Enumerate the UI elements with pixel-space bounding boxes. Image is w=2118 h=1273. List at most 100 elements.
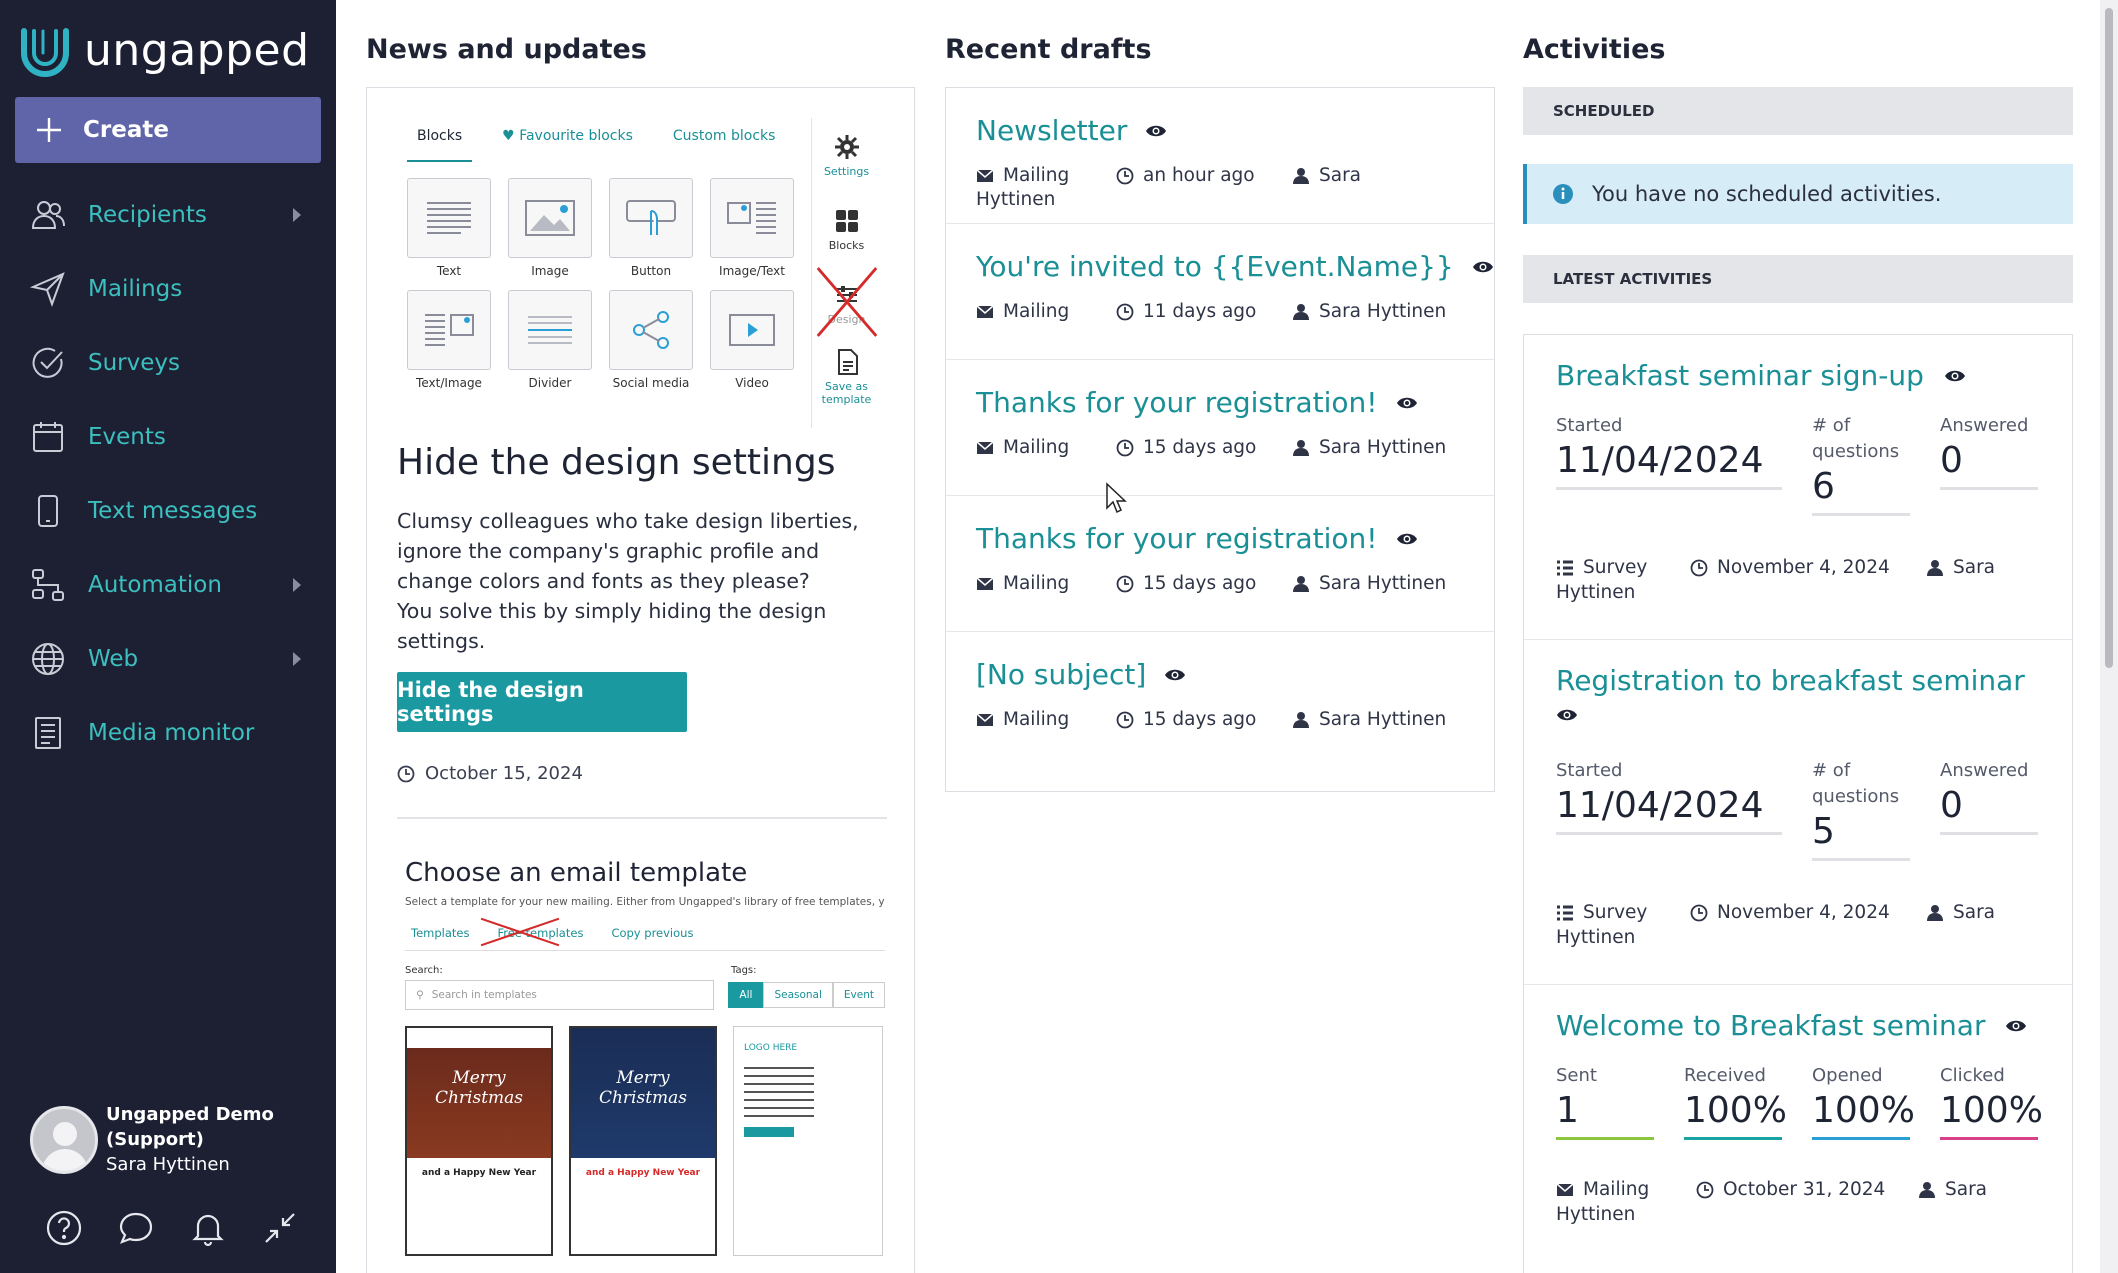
sidebar-item-label: Events xyxy=(88,424,166,450)
draft-item: Thanks for your registration! Mailing 15… xyxy=(946,360,1494,496)
editor-tabs: Blocks ♥ Favourite blocks Custom blocks xyxy=(407,118,785,162)
draft-type: Mailing xyxy=(1003,165,1070,186)
chevron-right-icon xyxy=(293,208,301,222)
collapse-icon[interactable] xyxy=(260,1208,300,1248)
draft-title-link[interactable]: Thanks for your registration! xyxy=(976,386,1378,419)
sidebar-item-recipients[interactable]: Recipients xyxy=(0,178,336,252)
eye-icon[interactable] xyxy=(1145,123,1167,139)
avatar xyxy=(30,1105,98,1174)
sidebar-item-events[interactable]: Events xyxy=(0,400,336,474)
stat-opened: Opened 100% xyxy=(1812,1063,1915,1140)
eye-icon[interactable] xyxy=(1164,667,1186,683)
latest-activities-card: Breakfast seminar sign-up Started 11/04/… xyxy=(1523,334,2073,1273)
clock-icon xyxy=(1116,303,1134,320)
draft-time: 11 days ago xyxy=(1143,301,1257,322)
draft-time: 15 days ago xyxy=(1143,437,1257,458)
eye-icon[interactable] xyxy=(1396,395,1418,411)
sidebar-item-text-messages[interactable]: Text messages xyxy=(0,474,336,548)
sidebar-item-media-monitor[interactable]: Media monitor xyxy=(0,696,336,770)
scrollbar-thumb[interactable] xyxy=(2105,8,2113,668)
user-icon xyxy=(1293,167,1309,184)
sidebar-item-web[interactable]: Web xyxy=(0,622,336,696)
user-icon xyxy=(1927,904,1943,921)
stat-questions: # of questions 5 xyxy=(1812,758,1910,861)
stat-answered: Answered 0 xyxy=(1940,758,2038,835)
sidebar-item-label: Mailings xyxy=(88,276,183,302)
divider xyxy=(397,817,887,819)
template-preview-search: ⚲ Search in templates All Seasonal Event xyxy=(405,980,885,1010)
help-icon[interactable] xyxy=(44,1208,84,1248)
list-icon xyxy=(1557,560,1573,575)
block-divider: Divider xyxy=(508,290,592,390)
sidebar: ungapped Create Recipients Mailings Surv… xyxy=(0,0,336,1273)
info-icon xyxy=(1553,184,1573,204)
stat-received: Received 100% xyxy=(1684,1063,1787,1140)
eye-icon[interactable] xyxy=(2005,1018,2027,1034)
envelope-icon xyxy=(976,712,994,726)
clock-icon xyxy=(1690,559,1708,576)
draft-type: Mailing xyxy=(1003,573,1070,594)
draft-time: 15 days ago xyxy=(1143,709,1257,730)
chevron-right-icon xyxy=(293,652,301,666)
activity-title-link[interactable]: Registration to breakfast seminar xyxy=(1556,664,2025,697)
block-image-text: Image/Text xyxy=(710,178,794,278)
draft-title-link[interactable]: [No subject] xyxy=(976,658,1147,691)
side-settings: Settings xyxy=(812,118,881,192)
draft-title-link[interactable]: Thanks for your registration! xyxy=(976,522,1378,555)
template-thumb-red: Merry Christmas and a Happy New Year xyxy=(405,1026,553,1256)
tab-favourite-blocks: ♥ Favourite blocks xyxy=(502,128,633,144)
activity-title-link[interactable]: Breakfast seminar sign-up xyxy=(1556,359,1924,392)
clock-icon xyxy=(1116,575,1134,592)
eye-icon[interactable] xyxy=(1396,531,1418,547)
news-body-paragraph-2: You solve this by simply hiding the desi… xyxy=(397,599,827,653)
hide-design-settings-button[interactable]: Hide the design settings xyxy=(397,672,687,732)
globe-icon xyxy=(32,643,64,675)
list-icon xyxy=(1557,905,1573,920)
draft-user: Sara Hyttinen xyxy=(1319,301,1447,322)
block-video: Video xyxy=(710,290,794,390)
draft-item: Newsletter Mailing Hyttinen an hour ago … xyxy=(946,88,1494,224)
activity-meta: Survey Hyttinen November 4, 2024 Sara xyxy=(1556,902,1996,948)
brand-logo[interactable]: ungapped xyxy=(18,20,310,80)
mouse-cursor-icon xyxy=(1106,482,1127,514)
scheduled-header: SCHEDULED xyxy=(1523,87,2073,135)
draft-time: 15 days ago xyxy=(1143,573,1257,594)
document-icon xyxy=(837,349,858,375)
red-cross-icon xyxy=(816,267,878,337)
user-name: Sara Hyttinen xyxy=(106,1154,230,1175)
bell-icon[interactable] xyxy=(188,1208,228,1248)
sidebar-item-mailings[interactable]: Mailings xyxy=(0,252,336,326)
draft-title-link[interactable]: You're invited to {{Event.Name}} xyxy=(976,250,1454,283)
user-info: Ungapped Demo (Support) Sara Hyttinen xyxy=(106,1102,274,1177)
eye-icon[interactable] xyxy=(1944,368,1966,384)
block-button: Button xyxy=(609,178,693,278)
search-icon: ⚲ xyxy=(416,989,424,1001)
chat-icon[interactable] xyxy=(116,1208,156,1248)
side-design-crossed: Design xyxy=(812,266,881,340)
draft-type: Mailing xyxy=(1003,709,1070,730)
eye-icon[interactable] xyxy=(1556,707,1578,723)
envelope-icon xyxy=(1556,1182,1574,1196)
envelope-icon xyxy=(976,576,994,590)
create-button-label: Create xyxy=(83,117,169,143)
sidebar-item-automation[interactable]: Automation xyxy=(0,548,336,622)
clock-icon xyxy=(1116,167,1134,184)
envelope-icon xyxy=(976,304,994,318)
plus-icon xyxy=(37,118,61,142)
eye-icon[interactable] xyxy=(1472,259,1494,275)
user-profile[interactable]: Ungapped Demo (Support) Sara Hyttinen xyxy=(30,1102,274,1177)
sidebar-item-label: Automation xyxy=(88,572,222,598)
block-text: Text xyxy=(407,178,491,278)
activity-title-link[interactable]: Welcome to Breakfast seminar xyxy=(1556,1009,1986,1042)
news-heading: News and updates xyxy=(366,34,647,65)
page-scrollbar[interactable] xyxy=(2100,0,2118,1273)
create-button[interactable]: Create xyxy=(15,97,321,163)
draft-title-link[interactable]: Newsletter xyxy=(976,114,1128,147)
draft-item: [No subject] Mailing 15 days ago Sara Hy… xyxy=(946,632,1494,768)
template-thumb-blue: Merry Christmas and a Happy New Year xyxy=(569,1026,717,1256)
stat-clicked: Clicked 100% xyxy=(1940,1063,2043,1140)
template-preview-labels: Search: Tags: xyxy=(405,965,757,976)
sidebar-item-surveys[interactable]: Surveys xyxy=(0,326,336,400)
draft-type: Mailing xyxy=(1003,437,1070,458)
stat-sent: Sent 1 xyxy=(1556,1063,1654,1140)
